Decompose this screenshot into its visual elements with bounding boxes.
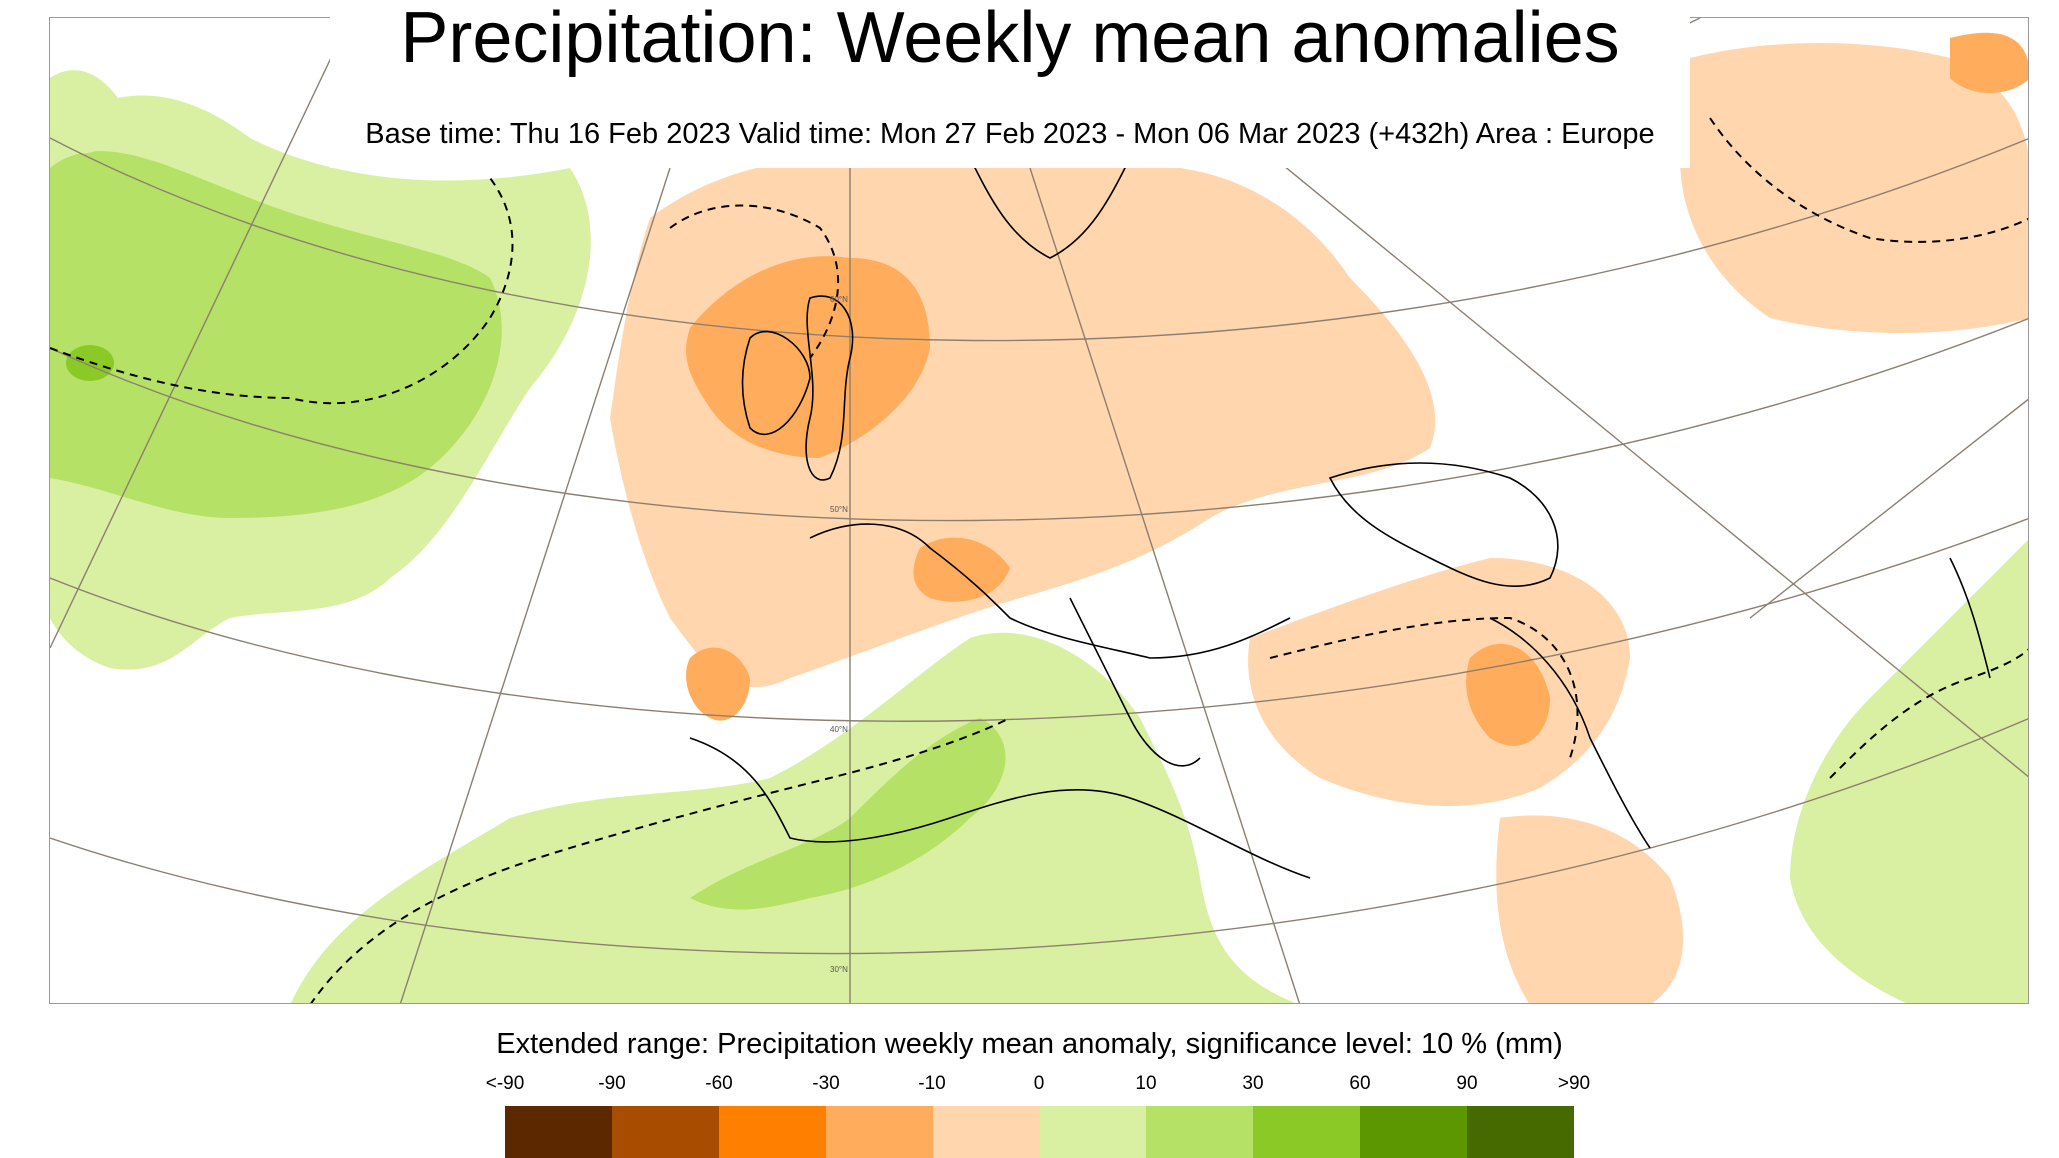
dry-region-russia (1680, 43, 2028, 333)
dry-region-middle-east-core (1466, 643, 1550, 746)
wet-region-mediterranean-core (690, 718, 1006, 910)
legend-tick: 10 (1135, 1073, 1157, 1094)
legend-color-bar (505, 1106, 1575, 1158)
lat-label-40: 40°N (830, 725, 848, 734)
legend-tick: 30 (1242, 1073, 1264, 1094)
legend-swatch-1 (611, 1106, 719, 1158)
map-title: Precipitation: Weekly mean anomalies (400, 0, 1620, 78)
map-subtitle: Base time: Thu 16 Feb 2023 Valid time: M… (365, 118, 1655, 150)
lat-label-50: 50°N (830, 505, 848, 514)
significance-contours (50, 117, 2028, 1003)
wet-region-east (1790, 540, 2028, 1003)
legend-swatch-2 (718, 1106, 826, 1158)
legend-tick: 90 (1456, 1073, 1478, 1094)
legend-swatch-5 (1039, 1106, 1147, 1158)
legend-swatch-7 (1253, 1106, 1361, 1158)
map-panel: 60°N 50°N 40°N 30°N (49, 17, 2029, 1004)
legend-tick: 60 (1349, 1073, 1371, 1094)
legend-tick: >90 (1557, 1073, 1591, 1094)
dry-region-europe-core (686, 256, 930, 458)
legend-ticks: <-90 -90 -60 -30 -10 0 10 30 60 90 >90 (0, 1072, 2059, 1096)
legend-tick: -10 (918, 1073, 946, 1094)
wet-region-greenland (50, 70, 130, 154)
title-box: Precipitation: Weekly mean anomalies Bas… (330, 0, 1690, 168)
wet-region-mediterranean (290, 632, 1296, 1003)
dry-region-middle-east (1248, 558, 1630, 807)
wet-region-atlantic-core (50, 151, 502, 518)
legend-swatch-9 (1467, 1106, 1575, 1158)
legend-tick: -30 (812, 1073, 840, 1094)
legend-tick: -60 (705, 1073, 733, 1094)
legend-title: Extended range: Precipitation weekly mea… (496, 1028, 1563, 1060)
legend-swatch-4 (932, 1106, 1040, 1158)
lat-label-60: 60°N (830, 295, 848, 304)
coastlines (689, 157, 1991, 879)
dry-region-russia-core (1950, 32, 2028, 93)
legend-tick: 0 (1033, 1073, 1045, 1094)
legend-tick: <-90 (485, 1073, 525, 1094)
legend-swatch-6 (1146, 1106, 1254, 1158)
europe-anomaly-map: 60°N 50°N 40°N 30°N (50, 18, 2028, 1003)
dry-region-iberia (686, 647, 750, 721)
latitude-labels: 60°N 50°N 40°N 30°N (830, 295, 848, 974)
legend-swatch-0 (505, 1106, 612, 1158)
legend-swatch-3 (825, 1106, 933, 1158)
lat-label-30: 30°N (830, 965, 848, 974)
dry-region-arabia (1496, 815, 1684, 1003)
legend-swatch-8 (1360, 1106, 1468, 1158)
legend-tick: -90 (598, 1073, 626, 1094)
